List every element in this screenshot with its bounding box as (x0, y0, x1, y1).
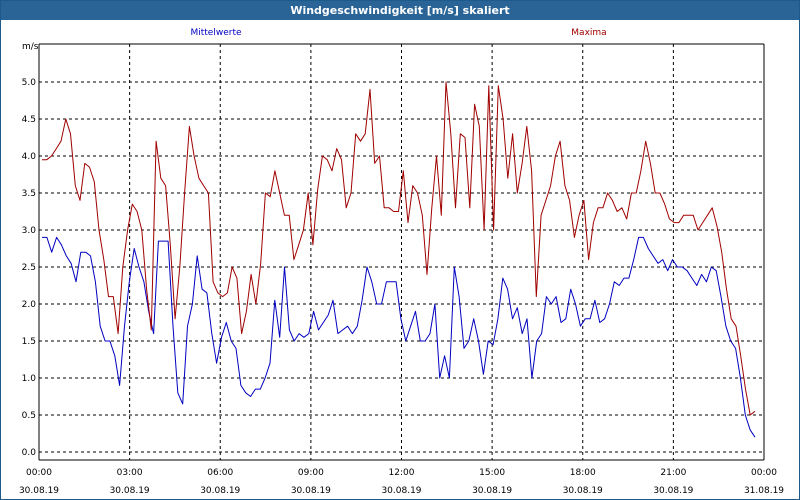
x-tick-date: 30.08.19 (653, 486, 693, 496)
y-tick-label: 3.5 (22, 189, 36, 199)
x-tick-time: 21:00 (660, 468, 686, 478)
x-tick-date: 30.08.19 (472, 486, 512, 496)
y-axis-ticks: 0.0 0.5 1.0 1.5 2.0 2.5 3.0 3.5 4.0 4.5 5.0 (22, 78, 37, 458)
y-tick-label: 2.0 (22, 300, 37, 310)
y-tick-label: 4.0 (22, 152, 37, 162)
x-axis-ticks: 00:00 30.08.19 03:00 30.08.19 06:00 30.08.19 0… (19, 468, 784, 496)
x-tick-time: 18:00 (570, 468, 596, 478)
x-tick-time: 15:00 (479, 468, 505, 478)
x-tick-date: 30.08.19 (381, 486, 421, 496)
x-tick-time: 06:00 (207, 468, 233, 478)
x-tick-time: 12:00 (389, 468, 415, 478)
y-tick-label: 1.0 (22, 374, 37, 384)
series (42, 81, 756, 438)
axes (38, 43, 765, 461)
y-tick-label: 0.0 (22, 448, 37, 458)
y-tick-label: 0.5 (22, 411, 36, 421)
x-tick-date: 31.08.19 (744, 486, 784, 496)
y-tick-label: 4.5 (22, 115, 36, 125)
window-title: Windgeschwindigkeit [m/s] skaliert (1, 1, 799, 20)
x-tick-date: 30.08.19 (19, 486, 59, 496)
x-tick-time: 03:00 (117, 468, 143, 478)
x-tick-time: 00:00 (26, 468, 52, 478)
x-tick-date: 30.08.19 (291, 486, 331, 496)
chart-canvas: m/s Mittelwerte Maxima 0.0 0.5 1.0 1.5 2.0 2.… (19, 28, 784, 496)
y-tick-label: 2.5 (22, 263, 36, 273)
x-tick-time: 09:00 (298, 468, 324, 478)
x-tick-date: 30.08.19 (563, 486, 603, 496)
x-tick-date: 30.08.19 (110, 486, 150, 496)
series-line-mittelwerte (42, 236, 756, 438)
legend-maxima: Maxima (571, 28, 606, 38)
legend-mittelwerte: Mittelwerte (190, 28, 241, 38)
y-axis-unit-label: m/s (22, 42, 39, 52)
x-tick-date: 30.08.19 (200, 486, 240, 496)
y-tick-label: 1.5 (22, 337, 36, 347)
grid (39, 44, 764, 460)
y-tick-label: 3.0 (22, 226, 37, 236)
series-line-maxima (42, 81, 756, 416)
y-tick-label: 5.0 (22, 78, 37, 88)
x-tick-time: 00:00 (751, 468, 777, 478)
